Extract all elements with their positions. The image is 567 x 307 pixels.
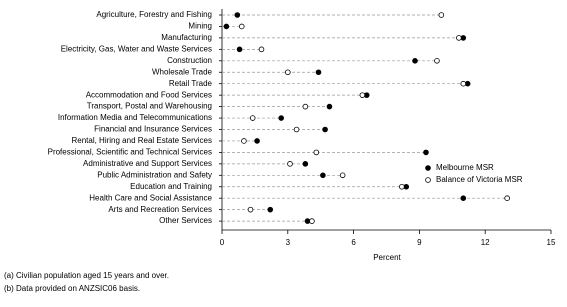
dot — [322, 126, 328, 133]
dot — [434, 57, 440, 64]
y-tick-label: Administrative and Support Services — [83, 159, 212, 168]
legend-marker — [425, 177, 431, 183]
dot — [399, 183, 405, 190]
y-tick-label: Agriculture, Forestry and Fishing — [96, 10, 212, 19]
dot — [249, 115, 256, 121]
x-tick-label: 3 — [286, 238, 291, 247]
x-tick-label: 9 — [417, 238, 422, 247]
dot — [258, 46, 265, 53]
dot — [412, 57, 418, 64]
dot — [302, 103, 309, 110]
dot — [241, 138, 247, 144]
dot — [284, 69, 291, 76]
dot — [247, 206, 254, 213]
dot — [315, 69, 322, 76]
y-tick-label: Other Services — [159, 216, 212, 225]
dot — [423, 149, 429, 156]
dot — [339, 172, 346, 179]
x-tick-label: 15 — [547, 238, 556, 247]
dot — [223, 23, 230, 30]
y-tick-label: Accommodation and Food Services — [86, 90, 212, 99]
dot — [278, 115, 285, 121]
dot — [438, 12, 445, 18]
dot — [460, 80, 467, 87]
footnote: (a) Civilian population aged 15 years an… — [4, 271, 169, 280]
legend-label: Balance of Victoria MSR — [436, 175, 523, 184]
y-tick-label: Information Media and Telecommunications — [58, 113, 212, 122]
dot — [236, 46, 243, 53]
legend-label: Melbourne MSR — [436, 163, 494, 172]
dot — [456, 35, 462, 41]
y-tick-label: Health Care and Social Assistance — [89, 193, 212, 202]
dot — [326, 103, 333, 110]
dot — [238, 23, 245, 30]
x-tick-label: 12 — [481, 238, 490, 247]
y-tick-label: Electricity, Gas, Water and Waste Servic… — [61, 44, 212, 53]
dot — [320, 172, 326, 179]
x-tick-label: 0 — [220, 238, 225, 247]
dot — [504, 195, 510, 202]
x-tick-label: 6 — [351, 238, 356, 247]
y-tick-label: Mining — [188, 22, 212, 31]
x-axis-label: Percent — [373, 253, 401, 262]
y-tick-label: Manufacturing — [161, 33, 212, 42]
y-tick-label: Construction — [167, 56, 212, 65]
dot — [254, 138, 260, 144]
y-tick-label: Arts and Recreation Services — [108, 205, 212, 214]
y-tick-label: Professional, Scientific and Technical S… — [48, 148, 212, 157]
y-tick-label: Retail Trade — [169, 79, 213, 88]
dot — [234, 12, 241, 18]
dot — [267, 206, 274, 213]
y-tick-label: Public Administration and Safety — [97, 170, 212, 179]
dot — [293, 126, 300, 133]
dot — [359, 92, 366, 98]
dot — [313, 149, 320, 156]
y-tick-label: Rental, Hiring and Real Estate Services — [71, 136, 212, 145]
y-tick-label: Financial and Insurance Services — [94, 125, 212, 134]
dot — [460, 195, 467, 202]
y-tick-label: Wholesale Trade — [152, 67, 213, 76]
y-tick-label: Education and Training — [130, 182, 212, 191]
dot — [287, 161, 293, 167]
dot — [302, 161, 309, 167]
footnote: (b) Data provided on ANZSIC06 basis. — [4, 284, 140, 293]
legend-marker — [425, 165, 431, 171]
dot — [309, 218, 315, 224]
y-tick-label: Transport, Postal and Warehousing — [87, 102, 212, 111]
